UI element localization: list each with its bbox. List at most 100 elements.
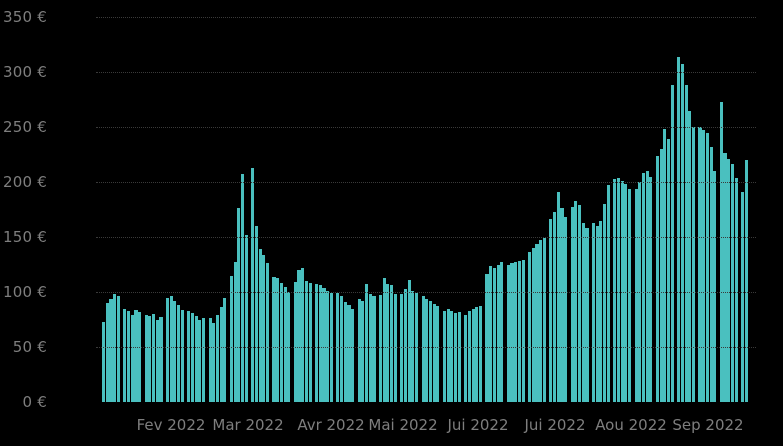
bar[interactable] bbox=[322, 287, 326, 402]
bar[interactable] bbox=[237, 208, 241, 402]
bar[interactable] bbox=[727, 158, 731, 402]
bar[interactable] bbox=[155, 319, 159, 402]
bar[interactable] bbox=[446, 308, 450, 402]
bar[interactable] bbox=[549, 219, 553, 402]
bar[interactable] bbox=[208, 318, 212, 402]
bar[interactable] bbox=[372, 296, 376, 402]
bar[interactable] bbox=[659, 149, 663, 402]
bar[interactable] bbox=[105, 303, 109, 402]
bar[interactable] bbox=[599, 220, 603, 402]
bar[interactable] bbox=[564, 217, 568, 402]
bar[interactable] bbox=[258, 249, 262, 402]
bar[interactable] bbox=[194, 316, 198, 402]
bar[interactable] bbox=[595, 226, 599, 402]
bar[interactable] bbox=[368, 294, 372, 402]
bar[interactable] bbox=[152, 314, 156, 402]
bar[interactable] bbox=[276, 277, 280, 402]
bar[interactable] bbox=[138, 311, 142, 402]
bar[interactable] bbox=[262, 254, 266, 402]
bar[interactable] bbox=[123, 308, 127, 402]
bar[interactable] bbox=[378, 295, 383, 402]
bar[interactable] bbox=[655, 155, 659, 402]
bar[interactable] bbox=[382, 277, 386, 402]
bar[interactable] bbox=[393, 294, 397, 402]
bar[interactable] bbox=[134, 309, 138, 402]
bar[interactable] bbox=[198, 319, 202, 402]
bar[interactable] bbox=[496, 264, 500, 402]
bar[interactable] bbox=[223, 297, 227, 402]
bar[interactable] bbox=[734, 177, 738, 402]
bar[interactable] bbox=[556, 191, 560, 402]
bar[interactable] bbox=[190, 312, 195, 402]
bar[interactable] bbox=[645, 171, 649, 402]
bar[interactable] bbox=[293, 282, 297, 402]
bar[interactable] bbox=[500, 262, 504, 402]
bar[interactable] bbox=[624, 184, 628, 402]
bar[interactable] bbox=[744, 160, 748, 402]
bar[interactable] bbox=[489, 265, 493, 402]
bar[interactable] bbox=[670, 85, 674, 402]
bar[interactable] bbox=[666, 139, 671, 402]
bar[interactable] bbox=[521, 260, 525, 402]
bar[interactable] bbox=[386, 284, 390, 402]
bar[interactable] bbox=[326, 290, 330, 402]
bar[interactable] bbox=[603, 204, 607, 402]
bar[interactable] bbox=[432, 304, 436, 402]
bar[interactable] bbox=[109, 298, 113, 402]
bar[interactable] bbox=[730, 164, 734, 402]
bar[interactable] bbox=[702, 130, 706, 402]
bar[interactable] bbox=[315, 284, 319, 402]
bar[interactable] bbox=[403, 288, 408, 402]
bar[interactable] bbox=[390, 285, 394, 402]
bar[interactable] bbox=[215, 315, 220, 402]
bar[interactable] bbox=[421, 296, 425, 402]
bar[interactable] bbox=[531, 248, 535, 402]
bar[interactable] bbox=[187, 310, 191, 402]
bar[interactable] bbox=[365, 284, 369, 402]
bar[interactable] bbox=[442, 310, 446, 402]
bar[interactable] bbox=[165, 297, 170, 402]
bar[interactable] bbox=[485, 274, 489, 402]
bar[interactable] bbox=[457, 311, 461, 402]
bar[interactable] bbox=[581, 222, 585, 402]
bar[interactable] bbox=[279, 283, 283, 402]
bar[interactable] bbox=[347, 305, 351, 402]
bar[interactable] bbox=[361, 300, 365, 402]
bar[interactable] bbox=[649, 176, 653, 402]
bar[interactable] bbox=[202, 318, 206, 402]
bar[interactable] bbox=[400, 294, 404, 402]
bar[interactable] bbox=[244, 234, 248, 402]
bar[interactable] bbox=[308, 283, 312, 402]
bar[interactable] bbox=[574, 200, 578, 402]
bar[interactable] bbox=[709, 146, 713, 402]
bar[interactable] bbox=[705, 132, 709, 402]
bar[interactable] bbox=[591, 222, 596, 402]
bar[interactable] bbox=[616, 177, 621, 402]
bar[interactable] bbox=[478, 306, 483, 402]
bar[interactable] bbox=[467, 310, 471, 402]
bar[interactable] bbox=[453, 312, 458, 402]
bar[interactable] bbox=[680, 64, 684, 402]
bar[interactable] bbox=[506, 264, 510, 402]
bar[interactable] bbox=[212, 322, 216, 402]
bar[interactable] bbox=[628, 188, 632, 402]
bar[interactable] bbox=[698, 127, 702, 402]
bar[interactable] bbox=[297, 270, 301, 402]
bar[interactable] bbox=[663, 129, 667, 402]
bar[interactable] bbox=[272, 276, 276, 402]
bar[interactable] bbox=[741, 191, 745, 402]
bar[interactable] bbox=[180, 309, 184, 402]
bar[interactable] bbox=[517, 261, 521, 402]
bar[interactable] bbox=[113, 294, 117, 402]
bar[interactable] bbox=[535, 243, 539, 402]
bar[interactable] bbox=[684, 85, 688, 402]
bar[interactable] bbox=[450, 310, 454, 402]
bar[interactable] bbox=[304, 281, 308, 402]
bar[interactable] bbox=[130, 315, 134, 402]
bar[interactable] bbox=[254, 226, 258, 402]
bar[interactable] bbox=[411, 290, 415, 402]
bar[interactable] bbox=[510, 263, 514, 402]
bar[interactable] bbox=[542, 238, 546, 402]
bar[interactable] bbox=[578, 205, 582, 402]
bar[interactable] bbox=[492, 267, 496, 402]
